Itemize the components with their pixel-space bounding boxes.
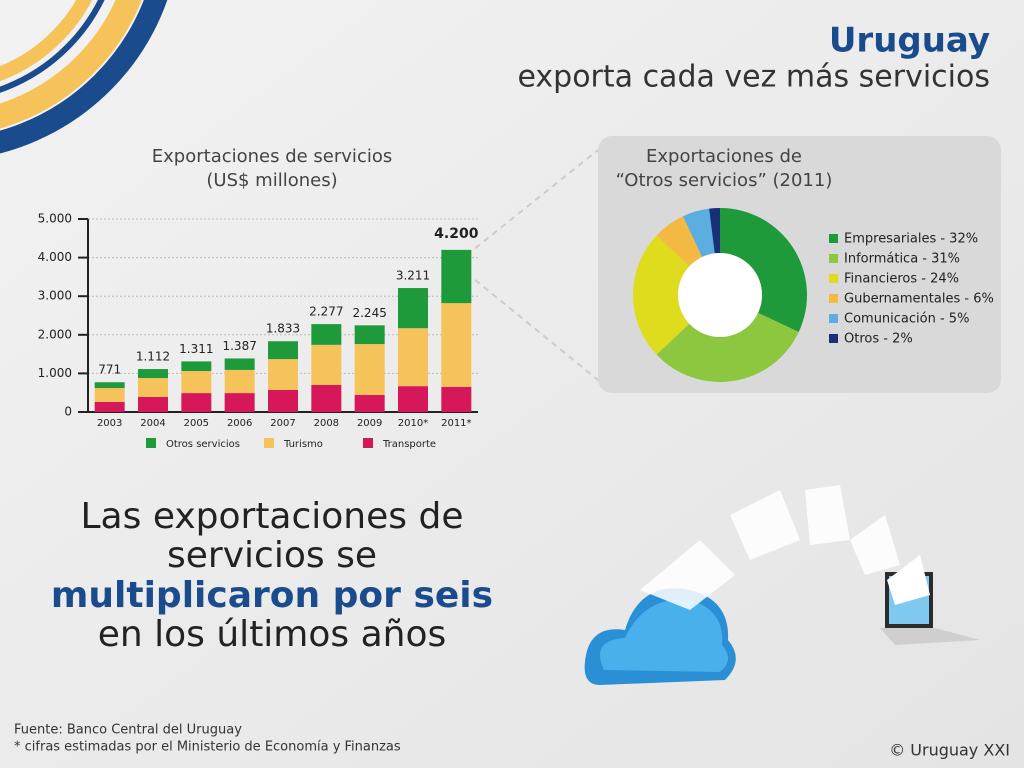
donut-slice bbox=[656, 216, 703, 267]
headline-emphasis: multiplicaron por seis bbox=[51, 575, 493, 616]
y-tick-label: 5.000 bbox=[38, 212, 72, 226]
bar-segment bbox=[94, 382, 125, 389]
bar-segment bbox=[398, 386, 428, 412]
bar-segment bbox=[138, 369, 168, 379]
legend-swatch bbox=[829, 314, 838, 323]
donut-slice bbox=[682, 208, 715, 257]
legend-label: Financieros - 24% bbox=[844, 272, 959, 287]
page-subtitle: exporta cada vez más servicios bbox=[517, 60, 990, 95]
x-tick-label: 2003 bbox=[97, 418, 122, 429]
donut-slice bbox=[656, 312, 799, 382]
legend-label: Gubernamentales - 6% bbox=[844, 292, 994, 307]
x-tick-label: 2008 bbox=[314, 418, 339, 429]
bar-segment bbox=[354, 325, 385, 345]
total-label: 1.112 bbox=[136, 350, 170, 364]
bar-segment bbox=[354, 395, 385, 412]
bar-segment bbox=[398, 328, 428, 387]
pie-title: Exportaciones de bbox=[646, 146, 802, 167]
bar-segment bbox=[398, 288, 428, 329]
bar-segment bbox=[181, 393, 212, 412]
bar-segment bbox=[268, 389, 298, 412]
bar-segment bbox=[224, 393, 255, 412]
estimate-note: * cifras estimadas por el Ministerio de … bbox=[14, 740, 401, 755]
source-note: Fuente: Banco Central del Uruguay bbox=[14, 723, 242, 738]
total-label: 3.211 bbox=[396, 269, 430, 283]
headline-line: en los últimos años bbox=[98, 614, 447, 655]
bar-segment bbox=[181, 361, 212, 372]
legend-swatch bbox=[829, 234, 838, 243]
legend-swatch bbox=[829, 274, 838, 283]
x-tick-label: 2005 bbox=[184, 418, 209, 429]
bar-segment bbox=[311, 384, 342, 412]
bar-segment bbox=[181, 371, 212, 394]
total-label: 1.833 bbox=[266, 322, 300, 336]
bar-segment bbox=[94, 388, 125, 402]
bar-segment bbox=[138, 396, 168, 412]
page-title: Uruguay bbox=[829, 21, 990, 61]
bar-segment bbox=[224, 369, 255, 394]
headline-line: Las exportaciones de bbox=[81, 496, 464, 537]
bar-segment bbox=[138, 378, 168, 397]
connector-lines bbox=[457, 149, 599, 381]
bar-segment bbox=[268, 341, 298, 360]
legend-swatch bbox=[829, 254, 838, 263]
bar-segment bbox=[224, 358, 255, 370]
y-tick-label: 4.000 bbox=[38, 250, 72, 264]
pie-subtitle: “Otros servicios” (2011) bbox=[616, 170, 833, 191]
bar-title: Exportaciones de servicios bbox=[152, 146, 392, 167]
legend-label: Otros - 2% bbox=[844, 332, 913, 347]
bar-subtitle: (US$ millones) bbox=[206, 170, 337, 191]
bar-segment bbox=[441, 249, 472, 304]
headline-line: servicios se bbox=[167, 535, 377, 576]
bar-segment bbox=[311, 324, 342, 345]
total-label: 1.387 bbox=[222, 339, 256, 353]
legend-label: Transporte bbox=[382, 439, 436, 450]
x-tick-label: 2010* bbox=[398, 418, 428, 429]
x-tick-label: 2007 bbox=[270, 418, 295, 429]
y-tick-label: 1.000 bbox=[38, 366, 72, 380]
total-label: 2.245 bbox=[352, 306, 386, 320]
total-label: 4.200 bbox=[434, 226, 479, 242]
legend-label: Comunicación - 5% bbox=[844, 312, 969, 327]
legend-label: Informática - 31% bbox=[844, 252, 960, 267]
bar-segment bbox=[441, 303, 472, 387]
x-tick-label: 2006 bbox=[227, 418, 252, 429]
bar-segment bbox=[354, 344, 385, 396]
legend-swatch bbox=[363, 438, 373, 448]
x-tick-label: 2004 bbox=[140, 418, 165, 429]
legend-label: Turismo bbox=[283, 439, 323, 450]
copyright: © Uruguay XXI bbox=[889, 741, 1010, 760]
legend-label: Otros servicios bbox=[166, 439, 240, 450]
donut-slice bbox=[709, 208, 720, 254]
total-label: 2.277 bbox=[309, 305, 343, 319]
total-label: 771 bbox=[98, 363, 121, 377]
legend-label: Empresariales - 32% bbox=[844, 232, 978, 247]
legend-swatch bbox=[264, 438, 274, 448]
y-tick-label: 0 bbox=[64, 405, 72, 419]
bar-segment bbox=[441, 386, 472, 412]
y-tick-label: 3.000 bbox=[38, 289, 72, 303]
x-tick-label: 2009 bbox=[357, 418, 382, 429]
total-label: 1.311 bbox=[179, 342, 213, 356]
bar-segment bbox=[94, 401, 125, 412]
donut-hole bbox=[678, 253, 762, 337]
legend-swatch bbox=[829, 294, 838, 303]
bar-segment bbox=[311, 344, 342, 385]
legend-swatch bbox=[146, 438, 156, 448]
x-tick-label: 2011* bbox=[441, 418, 471, 429]
y-tick-label: 2.000 bbox=[38, 327, 72, 341]
bar-segment bbox=[268, 359, 298, 390]
legend-swatch bbox=[829, 334, 838, 343]
donut-slice bbox=[632, 235, 690, 355]
cloud-illustration bbox=[584, 485, 980, 685]
donut-slice bbox=[720, 208, 807, 333]
